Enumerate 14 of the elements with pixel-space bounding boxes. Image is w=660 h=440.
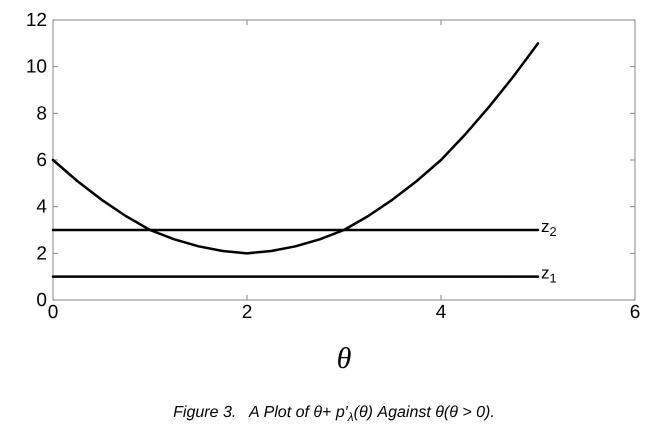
series-label: z$_{2}$ — [541, 217, 557, 240]
x-axis-title: θ — [336, 342, 352, 375]
y-tick-label: 8 — [36, 103, 47, 124]
y-tick-label: 12 — [26, 10, 47, 31]
y-tick-label: 10 — [26, 56, 47, 78]
series-label: z$_{1}$ — [541, 264, 557, 286]
y-tick-label: 2 — [36, 243, 47, 264]
x-tick-label: 6 — [630, 302, 640, 323]
x-tick-label: 4 — [436, 302, 447, 323]
line-series — [52, 42, 540, 255]
y-tick-label: 4 — [36, 196, 48, 218]
caption: Figure 3. A Plot of θ+ p′$_{λ}$(θ) Against θ(θ > 0). — [173, 404, 495, 424]
y-tick-label: 6 — [36, 150, 47, 171]
x-tick-label: 2 — [242, 302, 252, 323]
